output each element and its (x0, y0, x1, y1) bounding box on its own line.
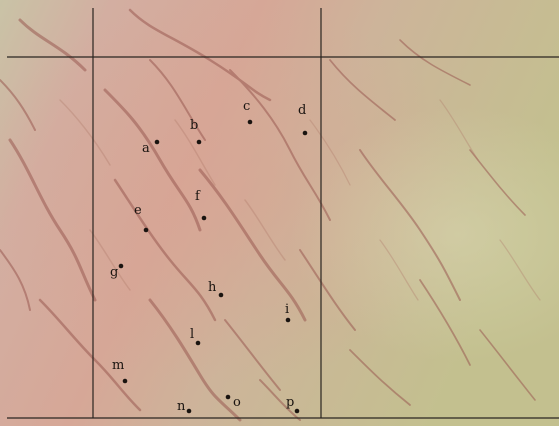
marker-label: p (286, 395, 294, 410)
marker-g: g (110, 263, 124, 280)
marker-m: m (112, 358, 128, 384)
marker-label: c (243, 99, 250, 114)
marker-b: b (190, 118, 202, 145)
marker-h: h (208, 280, 224, 298)
marker-label: o (233, 395, 241, 410)
marker-label: i (285, 302, 289, 317)
marker-dot (294, 408, 300, 414)
marker-i: i (285, 302, 291, 323)
vessel-streaks-faint (59, 99, 541, 301)
marker-label: m (112, 358, 124, 373)
marker-p: p (286, 395, 300, 414)
marker-e: e (134, 203, 149, 233)
marker-label: l (190, 327, 194, 342)
marker-a: a (142, 139, 160, 156)
marker-l: l (190, 327, 201, 346)
marker-dot (225, 394, 231, 400)
marker-dot (201, 215, 207, 221)
marker-dot (195, 340, 201, 346)
marker-label: d (298, 103, 306, 118)
marker-dot (143, 227, 149, 233)
marker-n: n (177, 399, 192, 414)
marker-layer: a b c d e f g h i l m n o p (110, 99, 308, 414)
marker-dot (118, 263, 124, 269)
marker-c: c (243, 99, 253, 125)
marker-d: d (298, 103, 308, 136)
marker-dot (247, 119, 253, 125)
marker-label: h (208, 280, 217, 295)
counting-grid (7, 8, 559, 419)
marker-label: n (177, 399, 186, 414)
marker-label: a (142, 141, 150, 156)
marker-dot (154, 139, 160, 145)
marker-dot (122, 378, 128, 384)
marker-dot (196, 139, 202, 145)
marker-label: b (190, 118, 198, 133)
marker-label: f (195, 189, 201, 204)
marker-dot (218, 292, 224, 298)
marker-f: f (195, 189, 207, 221)
marker-label: e (134, 203, 142, 218)
marker-label: g (110, 265, 118, 280)
marker-dot (285, 317, 291, 323)
marker-dot (186, 408, 192, 414)
marker-o: o (225, 394, 241, 410)
vessel-streaks (0, 8, 536, 422)
marker-dot (302, 130, 308, 136)
